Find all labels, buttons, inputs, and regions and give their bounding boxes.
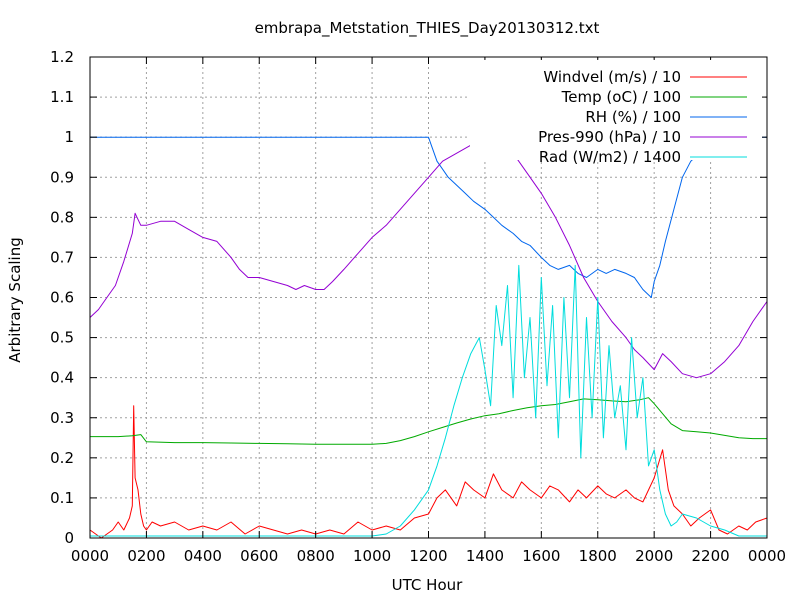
y-tick-label: 1 xyxy=(64,128,74,146)
legend: Windvel (m/s) / 10 Temp (oC) / 100 RH (%) … xyxy=(470,60,762,166)
chart-title: embrapa_Metstation_THIES_Day20130312.txt xyxy=(255,19,600,38)
y-tick-label: 0.7 xyxy=(50,248,74,266)
x-tick-label: 1400 xyxy=(466,547,504,565)
series-lines xyxy=(89,128,768,539)
legend-label-pres: Pres-990 (hPa) / 10 xyxy=(538,128,681,146)
series-line-pres xyxy=(89,128,768,379)
legend-label-rh: RH (%) / 100 xyxy=(585,108,681,126)
x-axis-label: UTC Hour xyxy=(392,576,463,594)
series-line-windvel xyxy=(89,405,768,539)
x-tick-label: 0400 xyxy=(184,547,222,565)
x-tick-label: 0800 xyxy=(297,547,335,565)
x-tick-label: 0600 xyxy=(240,547,278,565)
y-tick-label: 0.1 xyxy=(50,489,74,507)
series-line-rh xyxy=(90,136,767,298)
legend-label-windvel: Windvel (m/s) / 10 xyxy=(543,68,681,86)
x-tick-label: 1600 xyxy=(522,547,560,565)
x-tick-label: 2200 xyxy=(691,547,729,565)
x-tick-label: 0000 xyxy=(748,547,786,565)
legend-label-temp: Temp (oC) / 100 xyxy=(561,88,681,106)
x-tick-label: 1000 xyxy=(353,547,391,565)
y-tick-label: 0 xyxy=(64,529,74,547)
y-tick-label: 0.6 xyxy=(50,289,74,307)
x-tick-label: 1200 xyxy=(409,547,447,565)
y-tick-label: 1.2 xyxy=(50,48,74,66)
y-tick-label: 0.4 xyxy=(50,369,74,387)
axis-ticks: 0 0.1 0.2 0.3 0.4 0.5 0.6 0.7 0.8 0.9 1 1.1 1.2 0000 0… xyxy=(50,48,786,565)
x-tick-label: 0200 xyxy=(127,547,165,565)
y-tick-label: 0.8 xyxy=(50,208,74,226)
legend-label-rad: Rad (W/m2) / 1400 xyxy=(539,148,681,166)
y-axis-label: Arbitrary Scaling xyxy=(6,237,24,363)
x-tick-label: 2000 xyxy=(635,547,673,565)
x-tick-label: 1800 xyxy=(579,547,617,565)
x-tick-label: 0000 xyxy=(71,547,109,565)
y-tick-label: 0.5 xyxy=(50,329,74,347)
series-line-rad xyxy=(90,264,767,537)
y-tick-label: 0.3 xyxy=(50,409,74,427)
y-tick-label: 0.9 xyxy=(50,168,74,186)
y-tick-label: 1.1 xyxy=(50,88,74,106)
y-tick-label: 0.2 xyxy=(50,449,74,467)
series-line-temp xyxy=(90,397,767,445)
